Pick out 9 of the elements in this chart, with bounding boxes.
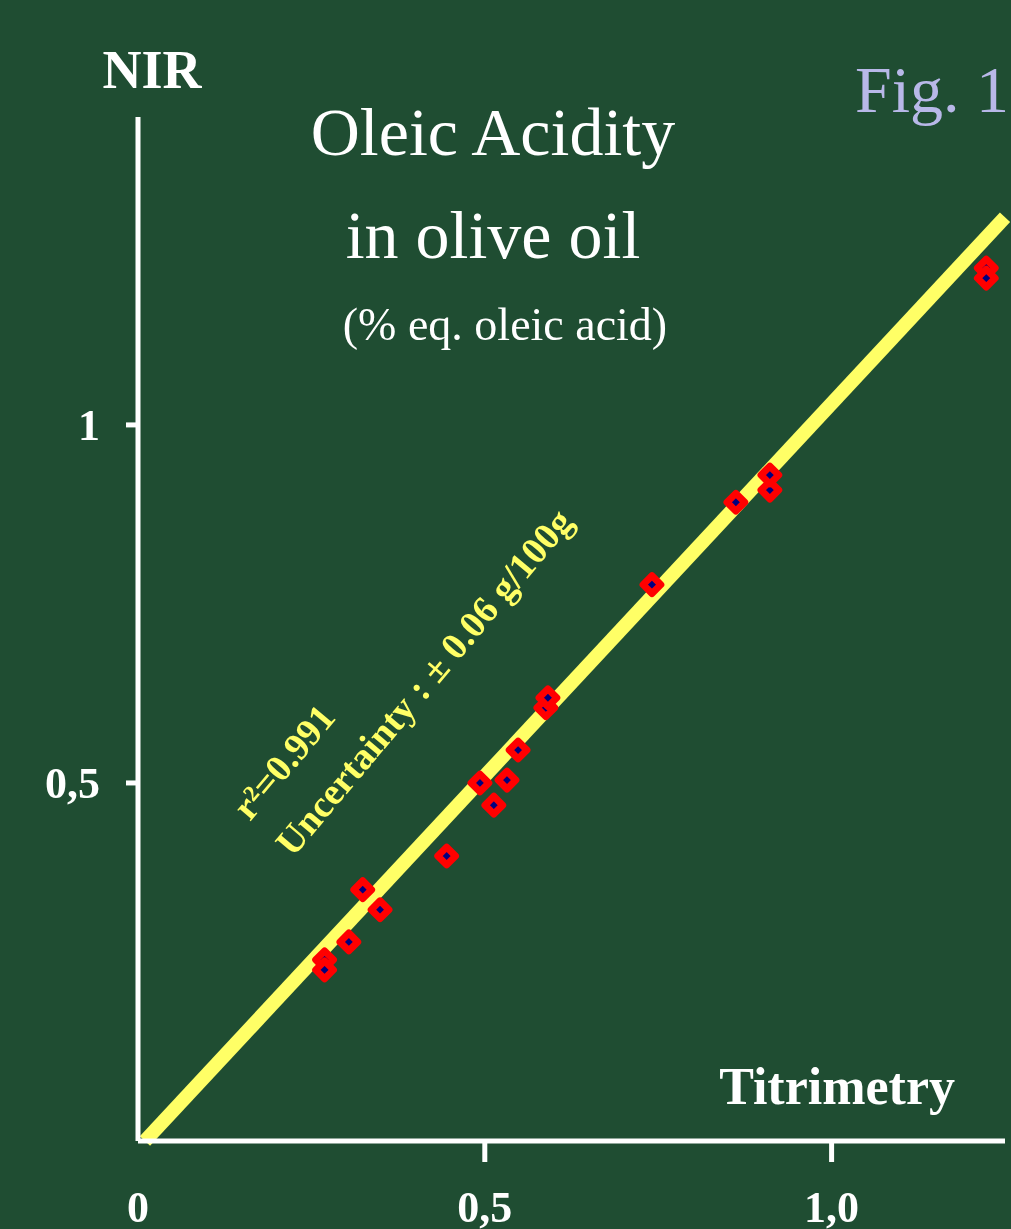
- chart-title: Oleic Acidity in olive oil: [310, 94, 676, 273]
- y-axis-title: NIR: [102, 40, 203, 100]
- annotation: Fig. 1: [855, 53, 1010, 126]
- x-axis-title: Titrimetry: [719, 1058, 955, 1115]
- x-tick-label: 1,0: [804, 1183, 860, 1229]
- x-tick-label: 0,5: [457, 1183, 513, 1229]
- y-tick-label: 1: [78, 400, 100, 450]
- x-tick-label: 0: [127, 1183, 149, 1229]
- text: (% eq. oleic acid): [342, 299, 668, 350]
